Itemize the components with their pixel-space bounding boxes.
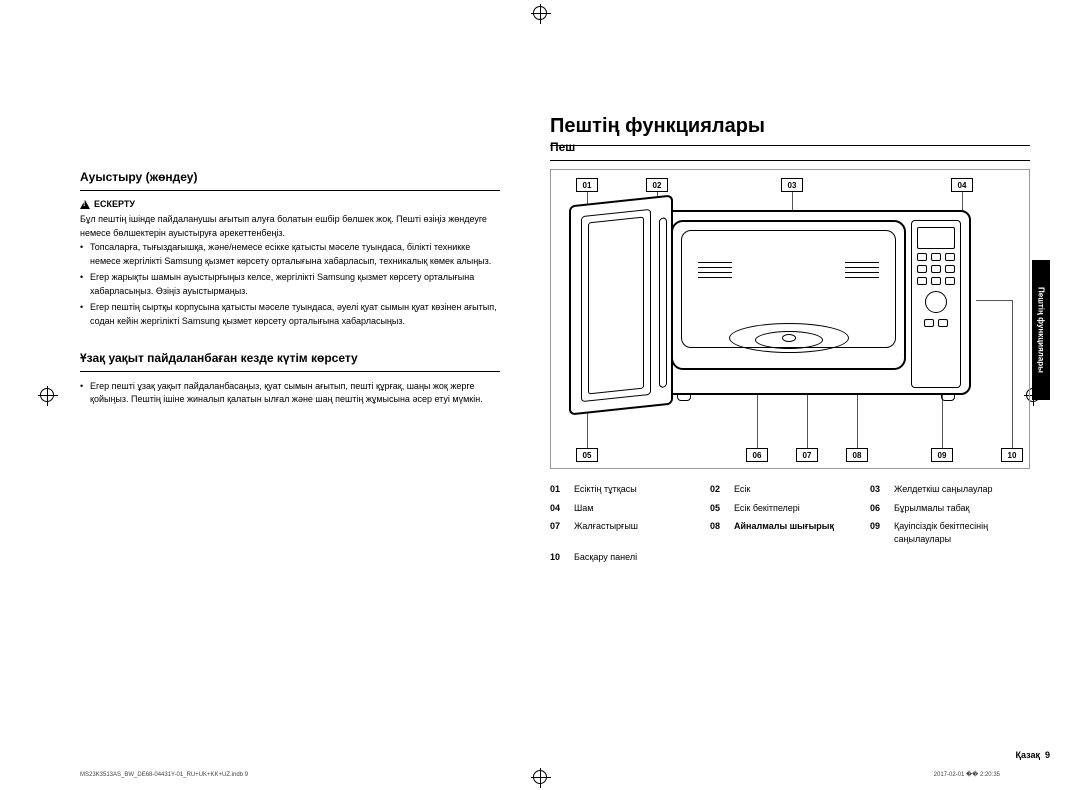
control-panel-icon — [911, 220, 961, 388]
warning-icon — [80, 200, 90, 209]
callout-01: 01 — [576, 178, 598, 192]
part-04: 04Шам — [550, 502, 710, 515]
footer-page: Қазақ 9 — [1015, 750, 1050, 760]
part-03: 03Желдеткіш саңылаулар — [870, 483, 1030, 496]
mw-cavity-inner — [681, 230, 896, 348]
mw-body — [661, 210, 971, 395]
callout-10: 10 — [1001, 448, 1023, 462]
s2-bullet-1: Егер пешті ұзақ уақыт пайдаланбасаңыз, қ… — [80, 380, 500, 408]
lead-10 — [1012, 300, 1013, 448]
left-s2-rule — [80, 371, 500, 372]
callout-05: 05 — [576, 448, 598, 462]
part-07: 07Жалғастырғыш — [550, 520, 710, 545]
reg-top — [533, 6, 547, 20]
part-08: 08Айналмалы шығырық — [710, 520, 870, 545]
callout-02: 02 — [646, 178, 668, 192]
left-column: Ауыстыру (жөндеу) ЕСКЕРТУ Бұл пештің іші… — [80, 170, 500, 409]
roller-ring-icon — [755, 331, 823, 349]
part-09: 09Қауіпсіздік бекітпесінің саңылаулары — [870, 520, 1030, 545]
lead-10h — [976, 300, 1012, 301]
footer-num: 9 — [1045, 750, 1050, 760]
warning-row: ЕСКЕРТУ — [80, 199, 500, 209]
vent-right — [845, 261, 879, 283]
dial-icon — [925, 291, 947, 313]
callout-03: 03 — [781, 178, 803, 192]
foot-right-icon — [941, 393, 955, 401]
right-sub-rule — [550, 160, 1030, 161]
part-05: 05Есік бекітпелері — [710, 502, 870, 515]
part-02: 02Есік — [710, 483, 870, 496]
right-sub: Пеш — [550, 140, 1030, 154]
part-01: 01Есіктің тұтқасы — [550, 483, 710, 496]
side-tab: Пештің функциялары — [1032, 260, 1050, 400]
warn-bullet-1: Топсаларға, тығыздағышқа, және/немесе ес… — [80, 241, 500, 269]
callout-07: 07 — [796, 448, 818, 462]
footer-file: MS23K3513AS_BW_DE68-04431Y-01_RU+UK+KK+U… — [80, 772, 248, 778]
left-s1-head: Ауыстыру (жөндеу) — [80, 170, 500, 184]
s2-bullets: Егер пешті ұзақ уақыт пайдаланбасаңыз, қ… — [80, 380, 500, 408]
right-column: Пеш 01 02 03 04 05 06 07 08 09 10 — [550, 120, 1030, 564]
left-s2-head: Ұзақ уақыт пайдаланбаған кезде күтім көр… — [80, 351, 500, 365]
lead-05 — [587, 410, 588, 448]
left-section-2: Ұзақ уақыт пайдаланбаған кезде күтім көр… — [80, 351, 500, 408]
foot-left-icon — [677, 393, 691, 401]
reg-bottom — [533, 770, 547, 784]
warn-bullet-2: Егер жарықты шамын ауыстырғыңыз келсе, ж… — [80, 271, 500, 299]
warning-label: ЕСКЕРТУ — [94, 199, 135, 209]
callout-09: 09 — [931, 448, 953, 462]
vent-left — [698, 261, 732, 283]
mw-handle-icon — [659, 217, 667, 388]
part-10: 10Басқару панелі — [550, 551, 710, 564]
callout-04: 04 — [951, 178, 973, 192]
warn-bullets: Топсаларға, тығыздағышқа, және/немесе ес… — [80, 241, 500, 329]
mw-door — [569, 195, 673, 416]
reg-left — [40, 388, 54, 402]
display-icon — [917, 227, 955, 249]
mw-door-inner — [581, 209, 651, 402]
part-06: 06Бұрылмалы табақ — [870, 502, 1030, 515]
mw-cavity — [671, 220, 906, 370]
left-s1-rule — [80, 190, 500, 191]
footer-date: 2017-02-01 �� 2:20:35 — [934, 771, 1000, 778]
page: Пештің функциялары Ауыстыру (жөндеу) ЕСК… — [80, 60, 1000, 740]
warn-bullet-3: Егер пештің сыртқы корпусына қатысты мәс… — [80, 301, 500, 329]
callout-06: 06 — [746, 448, 768, 462]
mw-door-inner2 — [588, 217, 644, 395]
callout-08: 08 — [846, 448, 868, 462]
warn-body: Бұл пештің ішінде пайдаланушы ағытып алу… — [80, 213, 500, 241]
oven-diagram: 01 02 03 04 05 06 07 08 09 10 — [550, 169, 1030, 469]
parts-list: 01Есіктің тұтқасы 02Есік 03Желдеткіш саң… — [550, 483, 1030, 564]
footer-lang: Қазақ — [1015, 750, 1039, 760]
